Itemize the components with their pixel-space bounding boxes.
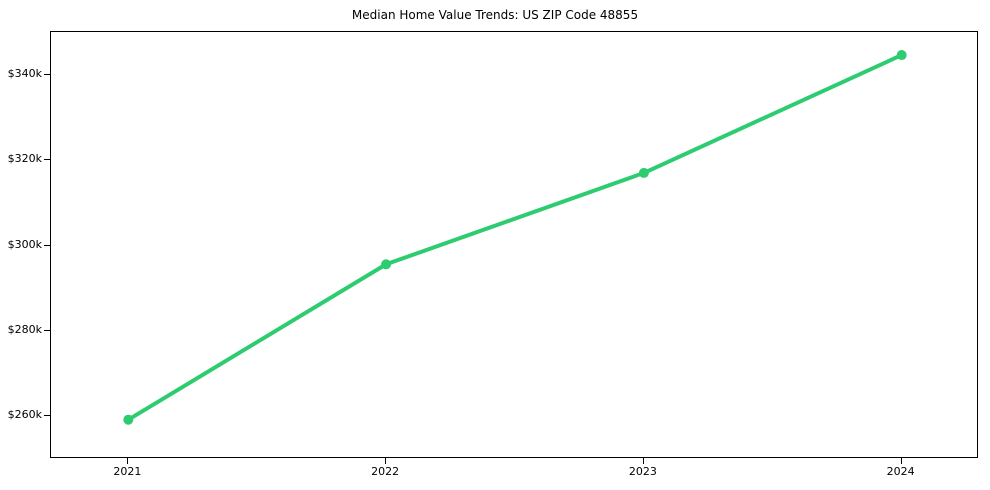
y-tick-label: $320k (7, 152, 42, 166)
y-tick-mark (44, 244, 50, 246)
x-tick-label: 2022 (371, 465, 400, 478)
data-point-2021: 2021: $259.2k (123, 414, 134, 425)
data-point-2024: 2024: $344.6k (896, 50, 907, 61)
x-tick-label: 2021 (113, 465, 142, 478)
y-tick-label: $300k (7, 237, 42, 251)
line-chart-svg: 2021: $259.2k 2022: $295.6k 2023: $317.0k 2… (123, 50, 907, 425)
data-markers: 2021: $259.2k 2022: $295.6k 2023: $317.0k 2… (123, 50, 907, 425)
y-tick-mark (44, 159, 50, 161)
x-tick-mark (127, 458, 129, 464)
y-tick-label: $340k (7, 66, 42, 80)
y-tick-mark (44, 415, 50, 417)
data-point-2023: 2023: $317.0k (638, 167, 649, 178)
plot-area: 2021: $259.2k 2022: $295.6k 2023: $317.0k 2… (50, 31, 978, 458)
data-point-2022: 2022: $295.6k (381, 259, 392, 270)
chart-title: Median Home Value Trends: US ZIP Code 48… (351, 8, 639, 22)
y-tick-mark (44, 73, 50, 75)
y-tick-label: $280k (7, 322, 42, 336)
x-tick-mark (385, 458, 387, 464)
y-tick-mark (44, 329, 50, 331)
data-line (126, 53, 904, 422)
x-tick-mark (642, 458, 644, 464)
x-tick-mark (900, 458, 902, 464)
x-tick-label: 2023 (628, 465, 657, 478)
y-tick-label: $260k (7, 408, 42, 422)
x-tick-label: 2024 (886, 465, 915, 478)
